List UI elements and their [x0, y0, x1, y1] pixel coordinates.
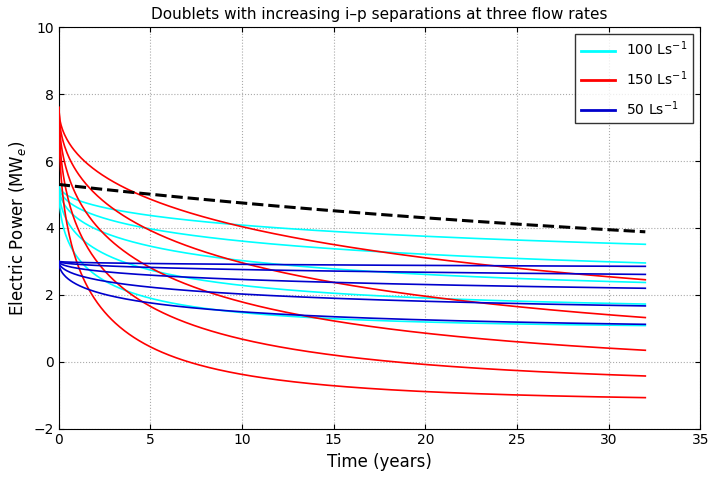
Y-axis label: Electric Power (MW$_e$): Electric Power (MW$_e$): [7, 141, 28, 315]
X-axis label: Time (years): Time (years): [327, 453, 432, 471]
Legend: 100 Ls$^{-1}$, 150 Ls$^{-1}$, 50 Ls$^{-1}$: 100 Ls$^{-1}$, 150 Ls$^{-1}$, 50 Ls$^{-1…: [575, 34, 693, 123]
Title: Doublets with increasing i–p separations at three flow rates: Doublets with increasing i–p separations…: [151, 7, 608, 22]
